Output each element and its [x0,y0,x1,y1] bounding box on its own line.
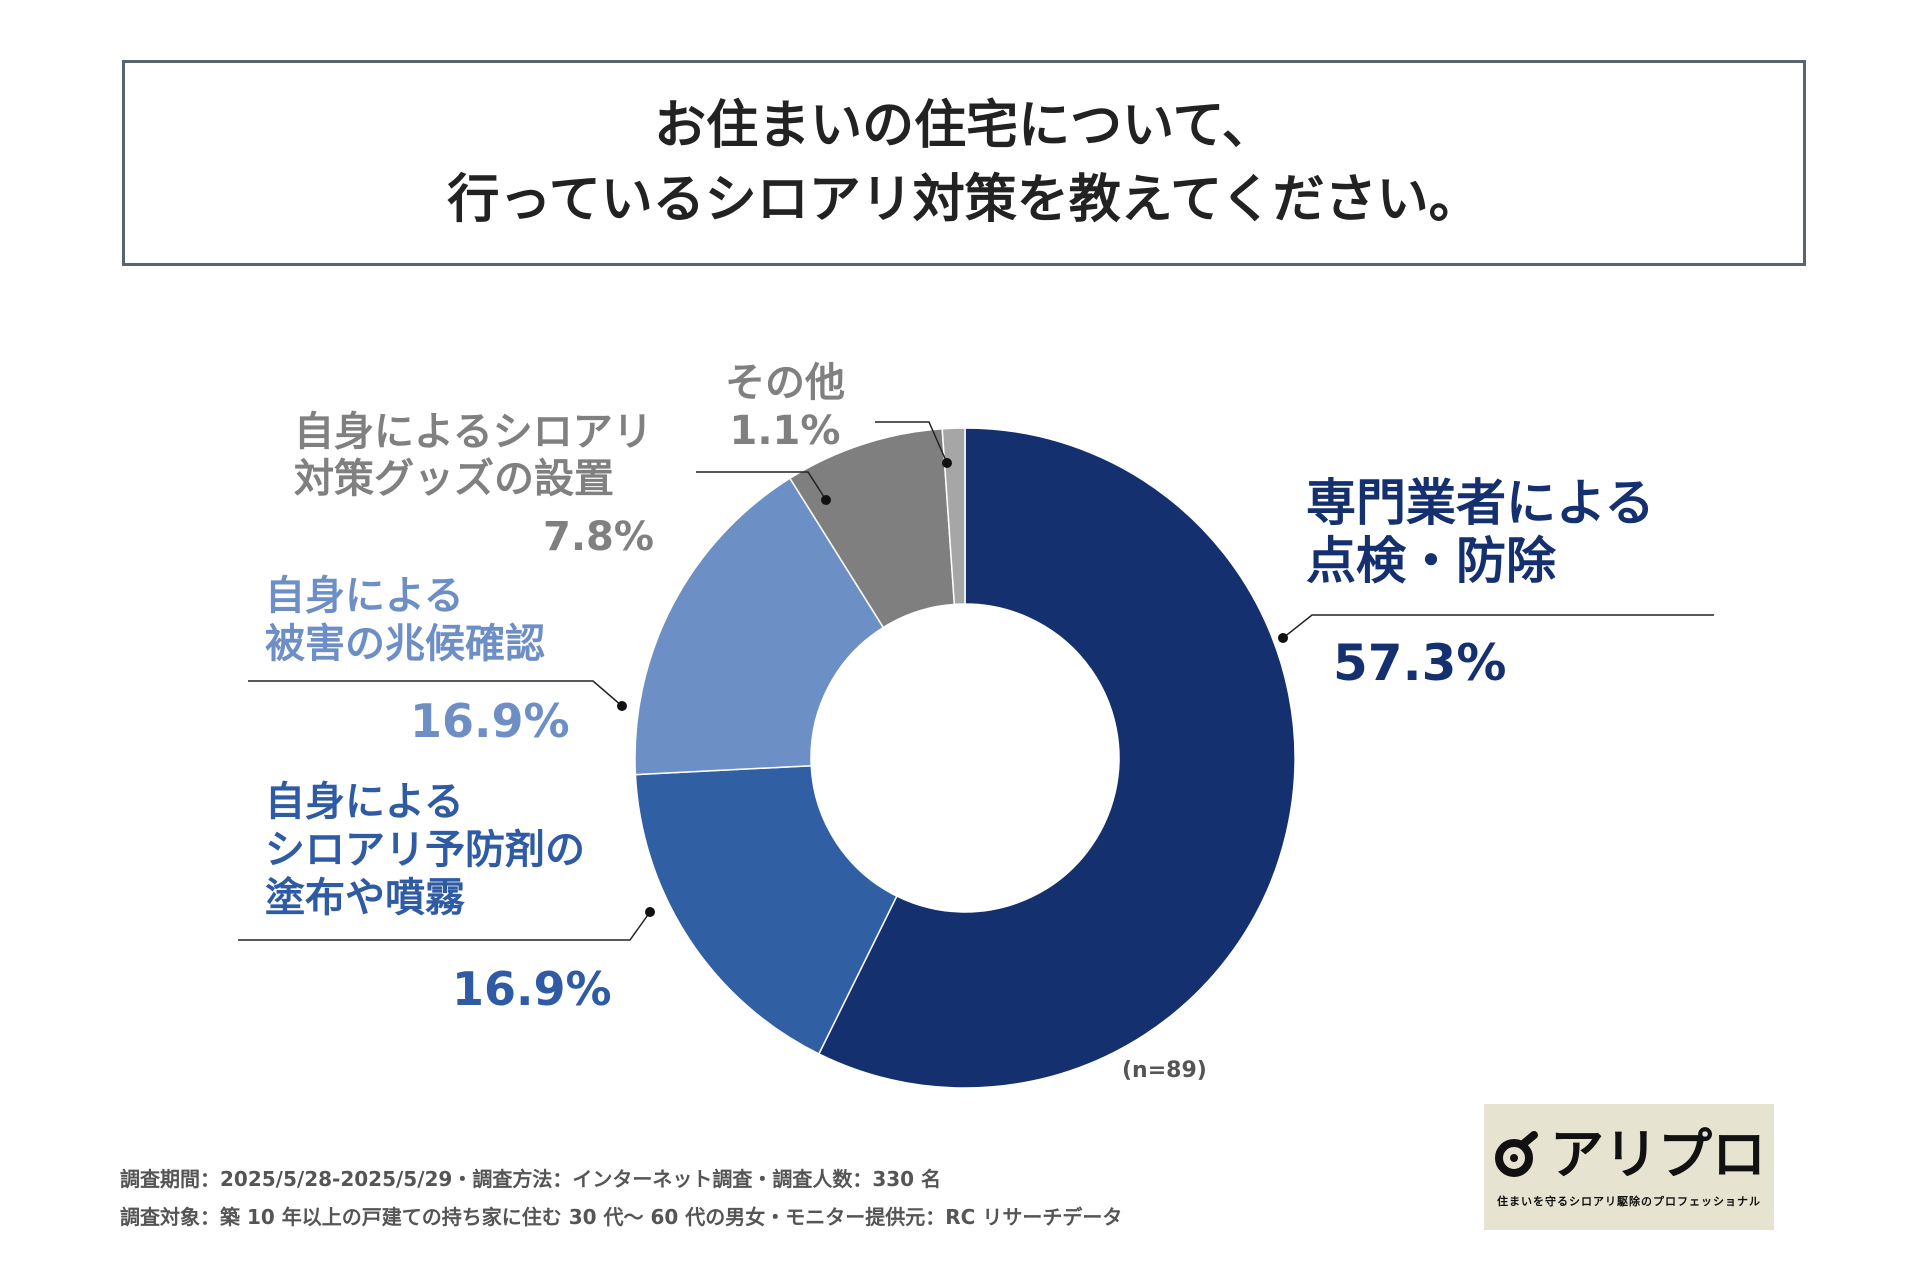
label-professional: 専門業者による 点検・防除 [1306,474,1655,590]
logo-tagline: 住まいを守るシロアリ駆除のプロフェッショナル [1497,1195,1761,1208]
label-goods-line-1: 自身によるシロアリ [294,409,653,455]
leader-line-professional [1282,614,1714,639]
label-professional-line-2: 点検・防除 [1306,532,1556,590]
label-spray: 自身による シロアリ予防剤の 塗布や噴霧 [265,778,585,922]
value-goods: 7.8% [543,514,654,560]
slice-other [941,427,966,606]
value-spray: 16.9% [452,962,612,1016]
footer-survey-target: 調査対象：築 10 年以上の戸建ての持ち家に住む 30 代〜 60 代の男女・モ… [120,1205,1123,1229]
leader-dot-spray [645,907,655,917]
leader-line-spray [238,911,651,941]
logo-name: アリプロ [1550,1123,1766,1186]
slice-professional [817,427,1296,1089]
label-other: その他 1.1% [725,359,845,455]
label-spray-line-1: 自身による [265,779,464,825]
leader-dot-other [942,458,952,468]
label-inspect: 自身による 被害の兆候確認 [265,572,545,668]
logo-mark-icon [1495,1131,1538,1177]
leader-dot-goods [821,495,831,505]
footer-survey-period: 調査期間：2025/5/28-2025/5/29・調査方法：インターネット調査・… [120,1167,942,1191]
leader-dot-inspect [617,701,627,711]
title-box: お住まいの住宅について、 行っているシロアリ対策を教えてください。 [122,60,1806,266]
leader-dot-professional [1278,633,1288,643]
label-other-line-1: その他 [725,360,845,406]
title-line-2: 行っているシロアリ対策を教えてください。 [447,170,1481,230]
label-spray-line-3: 塗布や噴霧 [265,875,465,921]
value-inspect: 16.9% [410,694,570,748]
leader-line-inspect [248,680,623,707]
label-inspect-line-2: 被害の兆候確認 [265,621,545,667]
label-goods: 自身によるシロアリ 対策グッズの設置 [294,409,653,503]
value-other: 1.1% [729,408,841,454]
label-professional-line-1: 専門業者による [1306,474,1655,532]
logo: アリプロ 住まいを守るシロアリ駆除のプロフェッショナル [1484,1104,1774,1230]
slice-inspect [634,477,885,776]
title-line-1: お住まいの住宅について、 [654,96,1274,156]
value-professional: 57.3% [1333,634,1507,692]
leader-line-other [875,421,948,464]
sample-size: (n=89) [1122,1058,1207,1083]
leader-line-goods [696,471,827,501]
slice-spray [634,764,898,1055]
label-goods-line-2: 対策グッズの設置 [294,456,614,502]
label-spray-line-2: シロアリ予防剤の [265,827,585,873]
label-inspect-line-1: 自身による [265,573,464,619]
